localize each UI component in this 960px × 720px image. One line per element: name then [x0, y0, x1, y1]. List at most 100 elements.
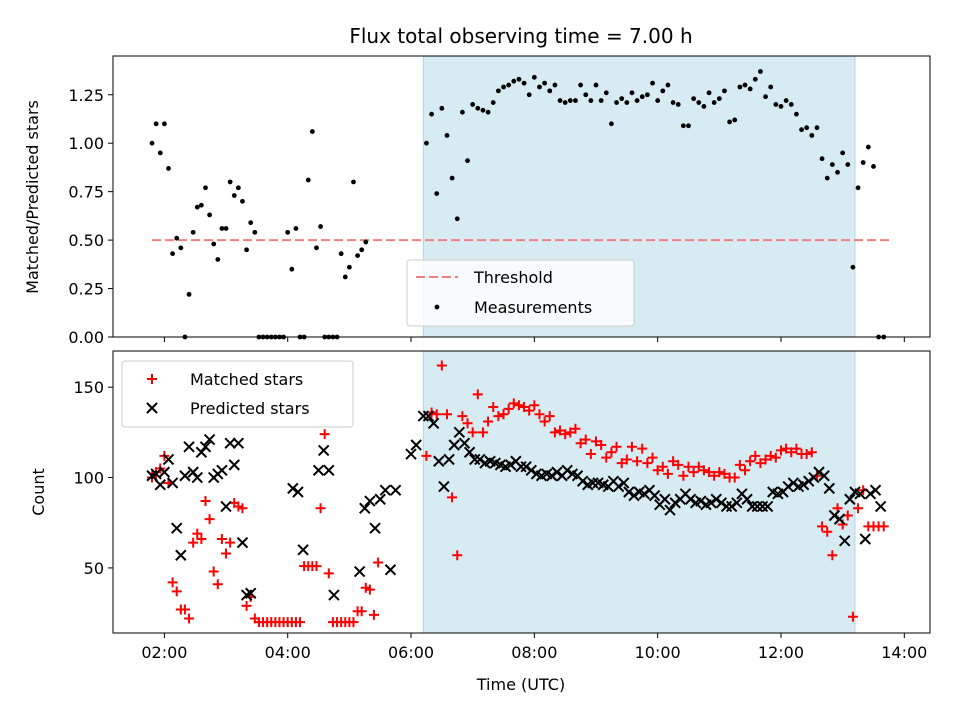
data-point: [763, 94, 768, 100]
legend-predicted-label: Predicted stars: [190, 399, 310, 418]
data-point: [236, 536, 249, 549]
data-point: [623, 486, 635, 498]
data-point: [158, 466, 171, 478]
data-point: [575, 438, 586, 449]
data-point: [453, 426, 466, 439]
data-point: [521, 80, 527, 86]
data-point: [614, 100, 619, 105]
data-point: [161, 121, 167, 127]
top-panel: 0.00 0.25 0.50 0.75 1.00 1.25 Flux total obse…: [23, 24, 931, 347]
data-point: [760, 454, 771, 465]
data-point: [460, 109, 465, 115]
data-point: [770, 452, 781, 463]
data-point: [755, 458, 766, 469]
data-point: [606, 447, 617, 458]
data-point: [596, 440, 607, 450]
data-point: [515, 460, 527, 473]
data-point: [693, 461, 704, 472]
data-point: [153, 121, 159, 127]
bottom-panel: 50 100 150 02:00 04:00 06:00 08:00 10:00 12:00 1…: [29, 350, 931, 694]
data-point: [493, 411, 504, 422]
data-point: [237, 503, 248, 514]
data-point: [216, 464, 228, 477]
data-point: [421, 450, 432, 461]
data-point: [638, 488, 651, 500]
data-point: [516, 76, 522, 82]
data-point: [618, 477, 630, 489]
data-point: [196, 534, 207, 544]
data-point: [869, 484, 882, 496]
data-point: [475, 105, 481, 111]
data-point: [782, 480, 794, 493]
data-point: [878, 521, 889, 532]
data-point: [799, 127, 804, 133]
data-point: [662, 468, 673, 479]
data-point: [241, 600, 252, 611]
data-point: [642, 458, 653, 469]
top-y-axis-label: Matched/Predicted stars: [23, 100, 42, 294]
data-point: [612, 480, 625, 493]
data-point: [469, 453, 481, 466]
data-point: [179, 604, 190, 615]
bottom-plot-area: [112, 350, 931, 634]
legend-box: [121, 360, 354, 428]
x-tick-label: 02:00: [141, 643, 187, 662]
data-point: [183, 441, 195, 453]
y-tick-label: 1.25: [68, 86, 104, 105]
data-point: [835, 169, 840, 175]
y-tick-label: 0.75: [68, 183, 104, 202]
data-point: [452, 550, 463, 561]
data-point: [506, 82, 512, 88]
data-point: [696, 100, 702, 105]
data-point: [364, 584, 375, 595]
data-point: [565, 427, 576, 438]
data-point: [443, 453, 455, 466]
top-axes-frame: [112, 55, 931, 338]
data-point: [626, 441, 637, 452]
data-point: [225, 537, 236, 548]
data-point: [747, 86, 753, 92]
data-point: [505, 459, 517, 471]
data-point: [850, 264, 856, 270]
data-point: [680, 123, 686, 129]
data-point: [220, 500, 232, 513]
data-point: [462, 418, 473, 429]
data-point: [853, 503, 864, 514]
data-point: [245, 587, 257, 599]
data-point: [444, 133, 450, 138]
bottom-series-1: [146, 410, 887, 601]
data-point: [542, 80, 548, 86]
data-point: [405, 448, 417, 460]
data-point: [240, 198, 245, 204]
data-point: [578, 82, 583, 88]
data-point: [410, 439, 422, 451]
data-point: [470, 102, 476, 107]
data-point: [603, 90, 609, 96]
data-point: [529, 400, 540, 411]
data-point: [305, 177, 311, 183]
data-point: [248, 220, 254, 226]
data-point: [520, 460, 532, 473]
data-point: [338, 251, 344, 257]
data-point: [705, 497, 717, 509]
data-point: [557, 98, 563, 103]
data-point: [669, 497, 681, 509]
data-point: [833, 513, 846, 525]
data-point: [312, 464, 325, 477]
data-point: [417, 410, 430, 422]
data-point: [845, 162, 851, 167]
data-point: [710, 493, 722, 505]
data-point: [483, 416, 494, 427]
x-tick-label: 14:00: [881, 643, 927, 662]
data-point: [194, 204, 200, 210]
data-point: [547, 88, 553, 94]
data-point: [208, 566, 219, 577]
data-point: [353, 565, 366, 578]
data-point: [847, 611, 858, 622]
data-point: [695, 495, 707, 507]
data-point: [711, 100, 717, 105]
data-point: [555, 425, 566, 436]
legend-predicted-swatch: [146, 402, 158, 414]
data-point: [609, 121, 614, 127]
